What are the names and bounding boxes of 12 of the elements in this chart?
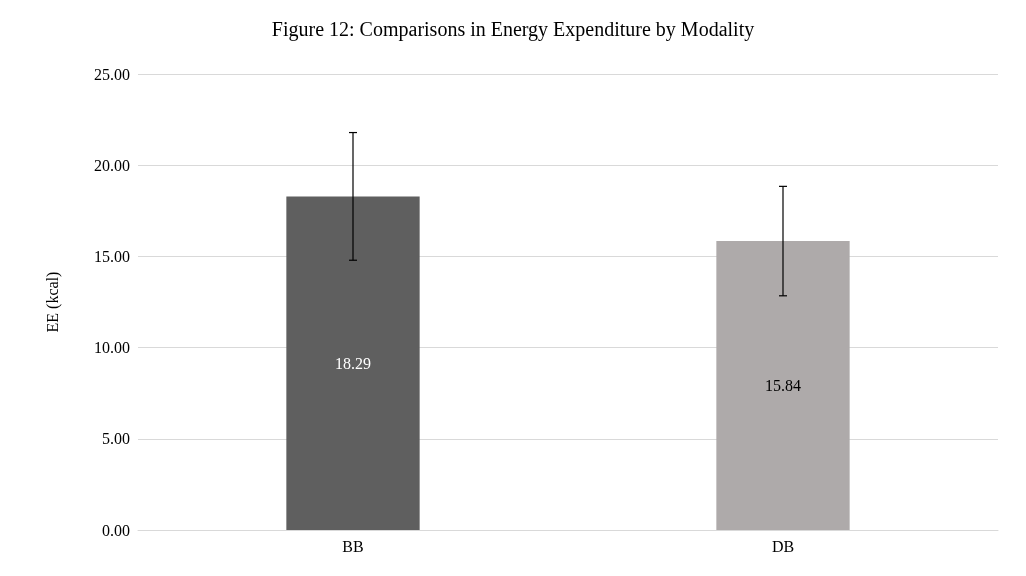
y-axis-title: EE (kcal) [43,271,62,333]
data-label: 18.29 [335,354,371,372]
y-tick-label: 20.00 [94,156,130,174]
y-tick-label: 15.00 [94,247,130,265]
x-tick-label: BB [342,537,364,555]
data-label: 15.84 [765,377,801,395]
y-tick-label: 5.00 [102,430,130,448]
y-tick-label: 25.00 [94,65,130,83]
x-tick-label: DB [771,537,795,555]
chart-title: Figure 12: Comparisons in Energy Expenditure by Modality [271,18,755,41]
y-tick-label: 0.00 [102,521,130,539]
y-tick-label: 10.00 [94,339,130,357]
